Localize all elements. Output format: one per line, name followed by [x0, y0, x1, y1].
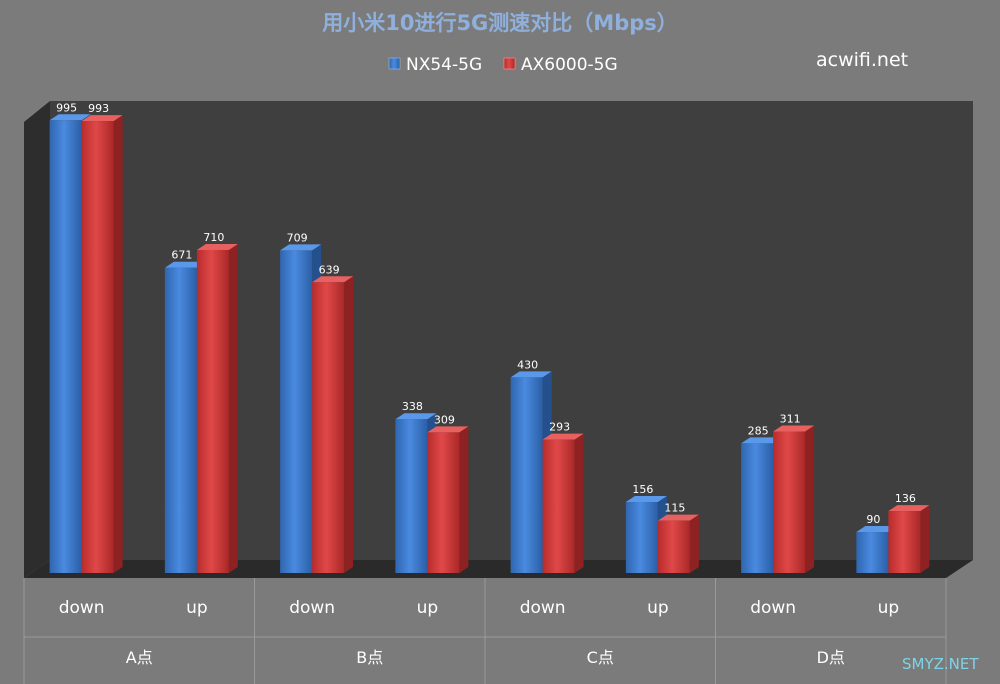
- category-label-2: down: [289, 598, 335, 618]
- data-label-ax6000-3: 309: [434, 413, 455, 426]
- category-label-4: down: [520, 598, 566, 618]
- legend: NX54-5G AX6000-5G: [388, 55, 618, 75]
- bar-ax6000-2: [312, 276, 354, 573]
- data-label-ax6000-2: 639: [319, 263, 340, 276]
- group-label-0: A点: [126, 648, 153, 667]
- bar-ax6000-3: [427, 426, 469, 573]
- bar-ax6000-6: [773, 425, 815, 573]
- watermark-smyz: SMYZ.NET: [902, 655, 979, 673]
- data-label-ax6000-5: 115: [664, 502, 685, 515]
- bar-ax6000-5: [657, 514, 699, 573]
- category-label-1: up: [186, 598, 208, 618]
- legend-swatch-ax6000: [503, 57, 516, 70]
- category-label-7: up: [878, 598, 900, 618]
- data-label-ax6000-6: 311: [780, 412, 801, 425]
- chart-title: 用小米10进行5G测速对比（Mbps）: [322, 11, 678, 35]
- group-label-1: B点: [356, 648, 383, 667]
- bar-ax6000-7: [888, 505, 930, 573]
- category-label-5: up: [647, 598, 669, 618]
- data-label-nx54-2: 709: [287, 231, 308, 244]
- data-label-nx54-7: 90: [866, 513, 880, 526]
- labels-layer: 995 993 down 671 710 up 709 639 down 338 309 up 430 2…: [56, 101, 916, 667]
- data-label-nx54-6: 285: [748, 424, 769, 437]
- data-label-nx54-1: 671: [171, 249, 192, 262]
- category-label-6: down: [750, 598, 796, 618]
- bar-ax6000-0: [81, 115, 123, 573]
- category-axis: [23, 578, 947, 684]
- group-label-2: C点: [587, 648, 614, 667]
- category-label-3: up: [417, 598, 439, 618]
- plot-side-wall: [24, 101, 50, 578]
- data-label-nx54-4: 430: [517, 358, 538, 371]
- bar-ax6000-4: [542, 433, 584, 573]
- legend-label-nx54: NX54-5G: [406, 55, 482, 75]
- plot-floor: [24, 560, 973, 578]
- data-label-nx54-5: 156: [632, 483, 653, 496]
- bar-ax6000-1: [196, 243, 238, 573]
- data-label-ax6000-1: 710: [203, 231, 224, 244]
- watermark-acwifi: acwifi.net: [816, 49, 908, 71]
- legend-label-ax6000: AX6000-5G: [521, 55, 618, 75]
- bars-layer: [49, 114, 930, 574]
- legend-swatch-nx54: [388, 57, 401, 70]
- data-label-ax6000-0: 993: [88, 102, 109, 115]
- group-label-3: D点: [817, 648, 845, 667]
- data-label-nx54-0: 995: [56, 101, 77, 114]
- data-label-ax6000-4: 293: [549, 421, 570, 434]
- category-label-0: down: [59, 598, 105, 618]
- data-label-nx54-3: 338: [402, 400, 423, 413]
- data-label-ax6000-7: 136: [895, 492, 916, 505]
